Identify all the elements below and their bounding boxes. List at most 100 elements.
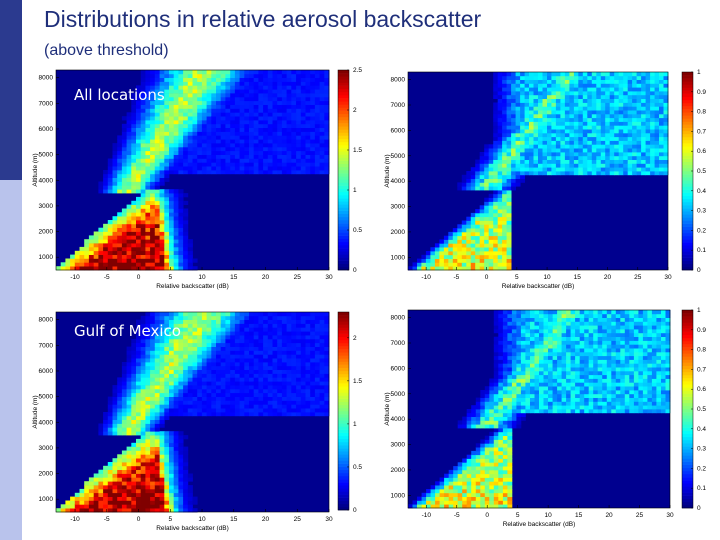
heatmap-cell — [239, 120, 245, 125]
heatmap-cell — [645, 140, 651, 145]
heatmap-cell — [305, 135, 311, 140]
colorbar-step — [682, 146, 693, 150]
heatmap-cell — [145, 246, 151, 252]
heatmap-cell — [263, 73, 269, 78]
heatmap-cell — [461, 235, 467, 240]
heatmap-cell — [150, 342, 156, 347]
heatmap-cell — [239, 381, 245, 386]
heatmap-cell — [70, 266, 76, 271]
heatmap-cell — [183, 481, 189, 486]
heatmap-cell — [140, 496, 146, 501]
heatmap-cell — [636, 83, 642, 88]
heatmap-cell — [117, 431, 123, 436]
heatmap-cell — [258, 412, 264, 417]
heatmap-cell — [475, 243, 481, 248]
heatmap-cell — [173, 93, 179, 98]
heatmap-cell — [296, 362, 302, 367]
heatmap-cell — [618, 113, 624, 119]
heatmap-cell — [609, 155, 615, 160]
heatmap-cell — [121, 181, 127, 186]
heatmap-cell — [609, 110, 615, 115]
heatmap-cell — [277, 100, 283, 105]
heatmap-cell — [169, 462, 175, 467]
heatmap-cell — [183, 108, 189, 113]
heatmap-cell — [286, 77, 292, 82]
heatmap-cell — [632, 94, 637, 99]
heatmap-cell — [457, 266, 463, 271]
heatmap-cell — [107, 239, 113, 244]
heatmap-cell — [263, 120, 269, 125]
heatmap-cell — [60, 266, 66, 271]
heatmap-cell — [291, 358, 297, 363]
heatmap-cell — [173, 158, 179, 163]
heatmap-cell — [618, 102, 624, 107]
heatmap-cell — [145, 254, 151, 259]
heatmap-cell — [136, 327, 142, 332]
heatmap-cell — [529, 91, 534, 96]
colorbar-step — [338, 138, 349, 143]
heatmap-cell — [121, 369, 127, 374]
heatmap-cell — [211, 162, 217, 167]
heatmap-cell — [520, 159, 525, 164]
heatmap-cell — [573, 132, 579, 138]
heatmap-cell — [206, 123, 212, 128]
colorbar-step — [682, 155, 693, 159]
heatmap-cell — [136, 385, 142, 390]
heatmap-cell — [645, 132, 651, 138]
heatmap-cell — [300, 120, 306, 125]
heatmap-cell — [169, 170, 175, 175]
heatmap-cell — [609, 83, 615, 88]
heatmap-cell — [515, 125, 521, 130]
heatmap-cell — [263, 154, 269, 159]
heatmap-cell — [291, 400, 297, 405]
heatmap-cell — [253, 85, 259, 90]
heatmap-cell — [169, 189, 175, 194]
heatmap-cell — [596, 125, 602, 130]
heatmap-cell — [131, 508, 137, 513]
heatmap-cell — [136, 139, 142, 144]
heatmap-cell — [159, 377, 165, 382]
heatmap-cell — [197, 85, 203, 90]
heatmap-cell — [249, 346, 255, 351]
heatmap-cell — [267, 365, 273, 370]
heatmap-cell — [470, 228, 476, 233]
heatmap-cell — [178, 431, 184, 436]
heatmap-cell — [183, 392, 189, 397]
heatmap-cell — [551, 106, 557, 111]
heatmap-cell — [627, 98, 633, 103]
heatmap-cell — [636, 148, 642, 153]
heatmap-cell — [627, 121, 633, 126]
heatmap-cell — [150, 315, 156, 320]
heatmap-cell — [201, 146, 207, 152]
heatmap-cell — [159, 412, 165, 417]
heatmap-cell — [216, 381, 222, 386]
heatmap-cell — [84, 266, 90, 271]
heatmap-cell — [533, 98, 539, 103]
heatmap-cell — [131, 469, 137, 474]
heatmap-cell — [197, 170, 203, 175]
heatmap-cell — [88, 246, 94, 252]
heatmap-cell — [145, 392, 151, 397]
heatmap-cell — [178, 312, 184, 317]
heatmap-cell — [159, 396, 165, 401]
heatmap-cell — [310, 388, 316, 394]
heatmap-cell — [154, 462, 160, 467]
heatmap-cell — [277, 312, 283, 317]
heatmap-cell — [286, 166, 292, 171]
heatmap-cell — [216, 139, 222, 144]
heatmap-cell — [211, 131, 217, 136]
heatmap-cell — [178, 204, 184, 209]
heatmap-cell — [654, 171, 660, 176]
heatmap-cell — [636, 113, 642, 119]
heatmap-cell — [220, 158, 226, 163]
heatmap-cell — [511, 178, 516, 183]
heatmap-cell — [192, 73, 198, 78]
heatmap-cell — [466, 178, 472, 183]
heatmap-cell — [126, 465, 132, 470]
heatmap-cell — [272, 373, 278, 378]
heatmap-cell — [121, 423, 127, 428]
heatmap-cell — [121, 162, 127, 167]
heatmap-cell — [234, 123, 240, 128]
heatmap-cell — [296, 377, 302, 382]
heatmap-cell — [121, 131, 127, 136]
